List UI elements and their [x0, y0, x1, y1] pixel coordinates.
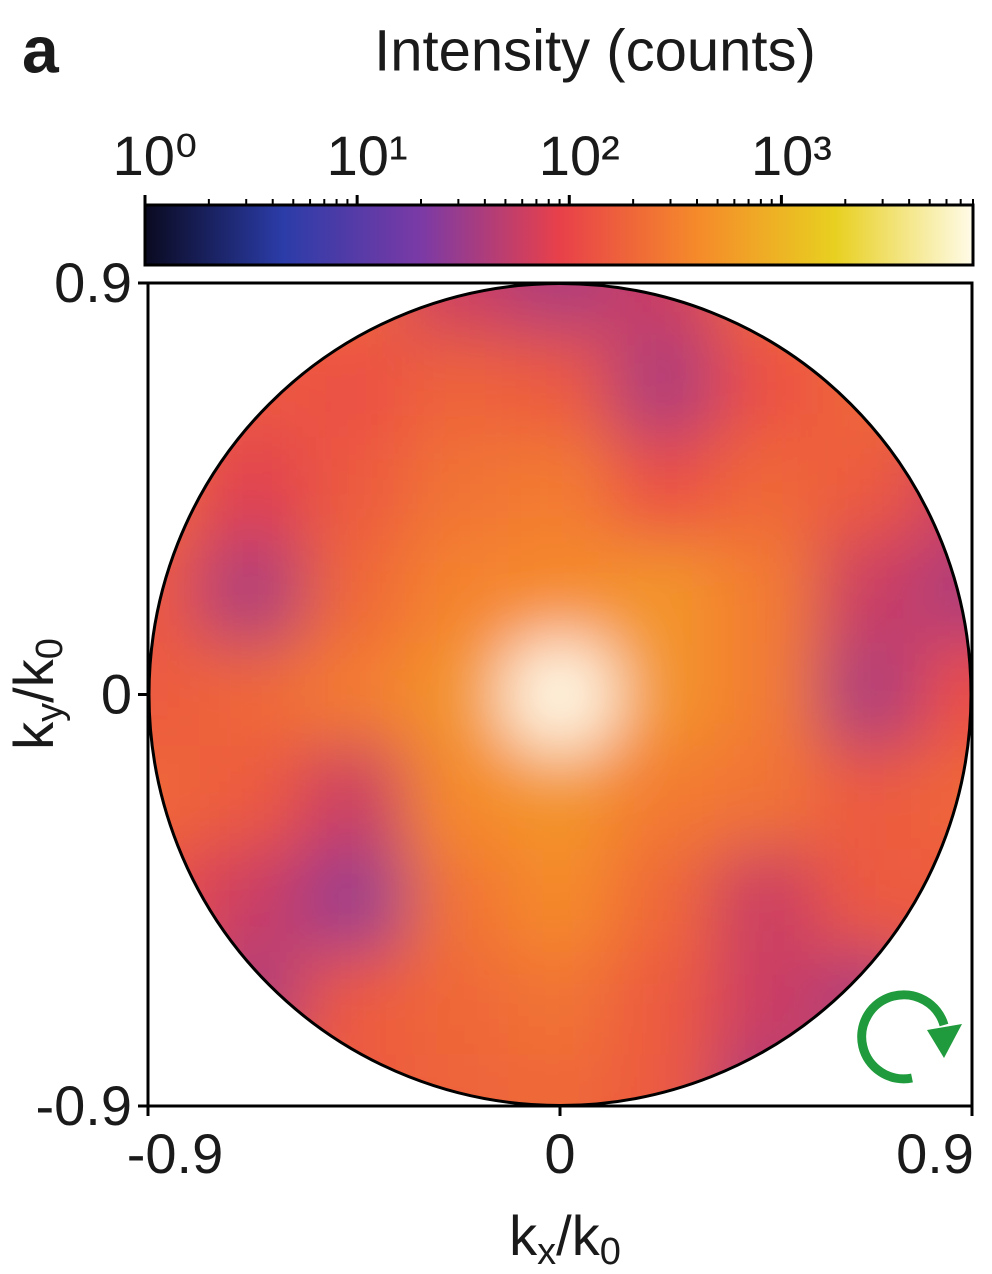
- heat-cell: [302, 643, 407, 747]
- heat-cell: [714, 437, 819, 542]
- heat-cell: [611, 848, 716, 953]
- y-tick-label: 0.9: [54, 251, 132, 314]
- heat-cell: [508, 283, 613, 336]
- heat-cell: [611, 540, 716, 645]
- x-tick-label: 0: [544, 1122, 575, 1185]
- heat-cell: [149, 540, 201, 645]
- heat-cell: [302, 1054, 407, 1106]
- heat-cell: [611, 437, 716, 542]
- y-axis-label: ky​/k0​: [2, 638, 71, 750]
- x-tick-label: 0.9: [896, 1122, 974, 1185]
- heat-cell: [149, 745, 201, 850]
- heat-cell: [149, 643, 201, 747]
- heat-cell: [199, 643, 304, 747]
- heat-cell: [611, 334, 716, 439]
- heat-cell: [508, 1054, 613, 1106]
- heat-cell: [405, 1054, 510, 1106]
- heat-cell: [405, 540, 510, 645]
- heat-cell: [714, 951, 819, 1056]
- x-tick-label: -0.9: [127, 1122, 224, 1185]
- heat-cell: [503, 637, 617, 752]
- heat-cell: [302, 437, 407, 542]
- heat-cell: [199, 437, 304, 542]
- heat-cell: [302, 334, 407, 439]
- heatmap: [149, 283, 971, 1106]
- heat-cell: [714, 745, 819, 850]
- heat-cell: [817, 745, 922, 850]
- heat-cell: [920, 334, 971, 439]
- heat-cell: [817, 848, 922, 953]
- heat-cell: [817, 643, 922, 747]
- heat-cell: [508, 745, 613, 850]
- heat-cell: [405, 643, 510, 747]
- panel-label: a: [22, 12, 60, 86]
- heat-cell: [508, 848, 613, 953]
- heat-cell: [405, 951, 510, 1056]
- heat-cell: [920, 848, 971, 953]
- heat-cell: [302, 951, 407, 1056]
- rotation-icon: [857, 990, 962, 1084]
- heat-cell: [405, 745, 510, 850]
- heat-cell: [714, 334, 819, 439]
- heat-cell: [149, 951, 201, 1056]
- colorbar-tick-label: 10¹: [327, 124, 408, 187]
- heat-cell: [714, 848, 819, 953]
- heat-cell: [508, 437, 613, 542]
- heat-cell: [302, 540, 407, 645]
- heat-cell: [149, 848, 201, 953]
- heat-cell: [405, 437, 510, 542]
- colorbar-tick-label: 10³: [751, 124, 832, 187]
- y-tick-label: -0.9: [36, 1074, 133, 1137]
- heat-cell: [508, 540, 613, 645]
- heat-cell: [920, 437, 971, 542]
- heat-cell: [611, 951, 716, 1056]
- heat-cell: [508, 951, 613, 1056]
- heat-cell: [920, 540, 971, 645]
- heat-cell: [149, 437, 201, 542]
- heat-cell: [611, 643, 716, 747]
- heat-cell: [302, 848, 407, 953]
- heat-cell: [199, 848, 304, 953]
- heat-cell: [920, 643, 971, 747]
- heat-cell: [714, 540, 819, 645]
- heat-cell: [405, 848, 510, 953]
- colorbar-tick-label: 10²: [539, 124, 620, 187]
- x-axis-label: kx​/k0​: [509, 1204, 621, 1273]
- colorbar-title: Intensity (counts): [374, 18, 816, 83]
- heat-cell: [199, 745, 304, 850]
- heat-cell: [199, 540, 304, 645]
- y-tick-label: 0: [101, 662, 132, 725]
- heat-cell: [611, 1054, 716, 1106]
- heat-cell: [302, 745, 407, 850]
- heat-cell: [714, 1054, 819, 1106]
- colorbar: [143, 203, 975, 267]
- heat-cell: [149, 334, 201, 439]
- heat-cell: [611, 745, 716, 850]
- colorbar-tick-label: 10⁰: [113, 124, 198, 187]
- heat-cell: [714, 643, 819, 747]
- heat-cell: [405, 334, 510, 439]
- heat-cell: [817, 437, 922, 542]
- heat-cell: [508, 334, 613, 439]
- heat-cell: [817, 540, 922, 645]
